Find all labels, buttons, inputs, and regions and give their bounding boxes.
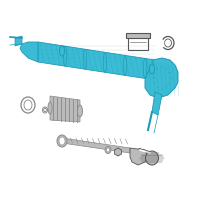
Ellipse shape xyxy=(106,148,110,152)
Polygon shape xyxy=(50,96,80,122)
Ellipse shape xyxy=(57,135,67,147)
Ellipse shape xyxy=(59,137,65,145)
Polygon shape xyxy=(145,58,178,98)
Ellipse shape xyxy=(44,108,46,112)
Polygon shape xyxy=(38,42,155,80)
Ellipse shape xyxy=(164,39,172,47)
Ellipse shape xyxy=(48,102,52,114)
Ellipse shape xyxy=(146,151,158,165)
Ellipse shape xyxy=(105,146,111,154)
Ellipse shape xyxy=(150,64,154,74)
Polygon shape xyxy=(20,42,38,62)
Polygon shape xyxy=(130,148,148,165)
Polygon shape xyxy=(126,33,150,38)
Ellipse shape xyxy=(42,107,48,113)
Polygon shape xyxy=(15,36,22,46)
Ellipse shape xyxy=(21,97,35,113)
Polygon shape xyxy=(152,92,162,115)
Polygon shape xyxy=(115,148,121,156)
Polygon shape xyxy=(128,36,148,50)
Ellipse shape xyxy=(24,100,32,110)
Ellipse shape xyxy=(60,46,64,56)
Polygon shape xyxy=(62,138,130,153)
Ellipse shape xyxy=(162,36,174,49)
Ellipse shape xyxy=(78,105,83,117)
